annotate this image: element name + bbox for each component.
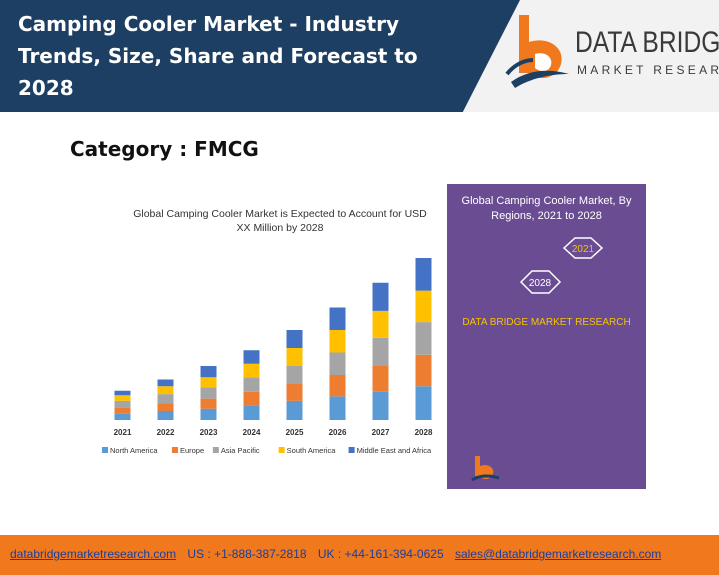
bar-segment — [415, 354, 432, 387]
bar-segment — [329, 375, 346, 397]
bar-segment — [243, 391, 260, 406]
data-bridge-logo: DATA BRIDGE MARKET RESEARCH — [505, 10, 719, 100]
panel-logo-icon — [471, 456, 500, 482]
bar-segment — [114, 390, 131, 396]
bar-segment — [114, 400, 131, 408]
bar-segment — [243, 350, 260, 364]
bar-segment — [372, 310, 389, 338]
bar-segment — [372, 366, 389, 392]
x-tick-label: 2022 — [157, 428, 175, 437]
legend-swatch — [171, 447, 178, 453]
x-tick-label: 2023 — [200, 428, 218, 437]
bar-segment — [329, 396, 346, 420]
x-tick-label: 2025 — [286, 428, 304, 437]
hexagon-badges: 2021 2028 — [519, 237, 604, 294]
bar-segment — [415, 322, 432, 355]
bar-segment — [415, 258, 432, 291]
x-tick-label: 2021 — [114, 428, 132, 437]
uk-phone: UK : +44-161-394-0625 — [317, 547, 444, 561]
bar-segment — [372, 282, 389, 311]
bar-segment — [200, 366, 217, 378]
bar-segment — [286, 348, 303, 366]
logo-wordmark: DATA BRIDGE — [575, 26, 719, 59]
bar-segment — [157, 386, 174, 395]
bar-segment — [415, 290, 432, 323]
page-title: Camping Cooler Market - Industry Trends,… — [18, 12, 418, 100]
hexagon-2028-icon — [519, 270, 562, 294]
bar-segment — [286, 384, 303, 401]
legend-swatch — [102, 447, 108, 453]
legend-label: Asia Pacific — [221, 446, 260, 455]
x-tick-label: 2027 — [372, 428, 390, 437]
bar-segment — [157, 379, 174, 387]
bar-segment — [157, 403, 174, 411]
legend-swatch — [278, 447, 285, 453]
chart-legend: North America Europe Asia Pacific South Ame… — [102, 446, 432, 455]
legend-label: Europe — [180, 446, 204, 455]
chart-title: Global Camping Cooler Market is Expected… — [133, 208, 427, 234]
header-title-band — [0, 0, 520, 112]
logo-tagline: MARKET RESEARCH — [577, 63, 719, 77]
bar-segment — [200, 398, 217, 409]
bar-segment — [372, 391, 389, 420]
legend-swatch — [348, 447, 355, 453]
legend-label: North America — [110, 446, 158, 455]
bar-segment — [286, 330, 303, 348]
legend-label: South America — [287, 446, 337, 455]
panel-brand: DATA BRIDGE MARKET RESEARCH — [462, 317, 631, 328]
bar-segment — [114, 407, 131, 414]
x-tick-label: 2024 — [243, 428, 261, 437]
bar-segment — [415, 386, 432, 420]
contact-footer: databridgemarketresearch.com US : +1-888… — [0, 535, 719, 575]
bar-segment — [286, 400, 303, 420]
bar-segment — [243, 377, 260, 392]
hex-2028-label: 2028 — [529, 278, 552, 289]
data-bridge-logo-mark — [505, 15, 569, 88]
bar-segment — [329, 352, 346, 375]
panel-title: Global Camping Cooler Market, By Regions… — [461, 195, 632, 222]
bar-segment — [286, 366, 303, 384]
region-info-panel: Global Camping Cooler Market, By Regions… — [447, 184, 646, 489]
x-tick-label: 2028 — [415, 428, 433, 437]
hexagon-2021-icon — [562, 237, 604, 259]
footer-contacts: databridgemarketresearch.com US : +1-888… — [10, 547, 716, 561]
bar-segment — [372, 337, 389, 366]
website-link[interactable]: databridgemarketresearch.com — [10, 547, 177, 561]
x-tick-label: 2026 — [329, 428, 347, 437]
email-link[interactable]: sales@databridgemarketresearch.com — [454, 547, 662, 561]
bar-segment — [243, 363, 260, 378]
bar-segment — [200, 408, 217, 420]
bar-segment — [157, 411, 174, 420]
bar-segment — [200, 387, 217, 399]
bar-segment — [200, 377, 217, 388]
header-banner: Camping Cooler Market - Industry Trends,… — [0, 0, 719, 112]
legend-swatch — [212, 447, 219, 453]
bar-segment — [243, 405, 260, 420]
bar-segment — [329, 307, 346, 330]
us-phone: US : +1-888-387-2818 — [187, 547, 307, 561]
bar-segment — [329, 330, 346, 353]
category-label: Category : FMCG — [70, 137, 259, 161]
hex-2021-label: 2021 — [572, 244, 595, 255]
bar-segment — [114, 395, 131, 401]
bar-segment — [114, 413, 131, 420]
legend-label: Middle East and Africa — [357, 446, 432, 455]
bar-segment — [157, 394, 174, 404]
stacked-bar-chart: 2021 2022 2023 2024 2025 2026 2027 2028 — [114, 258, 433, 437]
